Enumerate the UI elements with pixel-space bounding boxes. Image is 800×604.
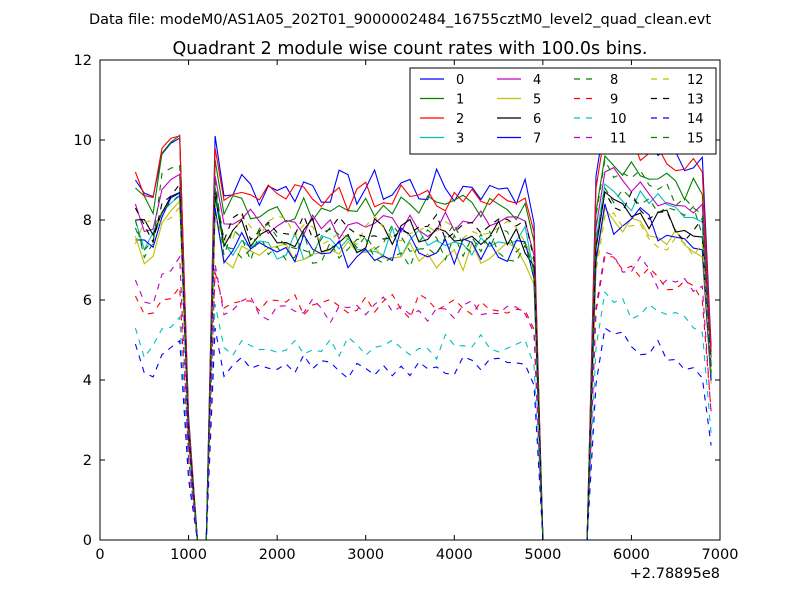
legend-label-8: 8	[610, 73, 618, 88]
series-line-4	[134, 166, 712, 540]
y-tick-label: 12	[74, 53, 92, 69]
legend-label-11: 11	[610, 132, 627, 147]
y-tick-label: 2	[83, 453, 92, 469]
legend-label-4: 4	[533, 73, 541, 88]
x-tick-label: 3000	[347, 547, 384, 563]
series-line-7	[135, 191, 712, 540]
chart-suptitle: Data file: modeM0/AS1A05_202T01_90000024…	[89, 12, 711, 28]
y-tick-label: 4	[83, 373, 92, 389]
y-tick-label: 10	[74, 133, 92, 149]
x-offset-label: +2.78895e8	[630, 566, 720, 582]
legend-label-1: 1	[456, 93, 464, 108]
legend-label-14: 14	[687, 112, 704, 127]
legend-label-5: 5	[533, 93, 541, 108]
legend-label-2: 2	[456, 112, 464, 127]
legend-label-3: 3	[456, 132, 464, 147]
legend-label-6: 6	[533, 112, 541, 127]
legend-label-12: 12	[687, 73, 704, 88]
x-tick-label: 2000	[259, 547, 296, 563]
series-line-14	[134, 327, 712, 540]
x-tick-label: 1000	[170, 547, 207, 563]
series-line-8	[134, 186, 712, 540]
y-tick-label: 0	[83, 533, 92, 549]
legend-label-7: 7	[533, 132, 541, 147]
legend-label-10: 10	[610, 112, 627, 127]
legend-label-0: 0	[456, 73, 464, 88]
x-tick-label: 5000	[524, 547, 561, 563]
x-tick-label: 0	[95, 547, 104, 563]
series-line-5	[134, 199, 712, 540]
plot-area: 0 1000 2000 3000 4000 5000 6000 7000024681012+2…	[74, 53, 739, 582]
series-line-12	[134, 205, 712, 540]
legend-label-13: 13	[687, 93, 704, 108]
chart-title: Quadrant 2 module wise count rates with …	[173, 39, 648, 59]
series-line-15	[134, 158, 712, 540]
legend-label-15: 15	[687, 132, 704, 147]
y-tick-label: 6	[83, 293, 92, 309]
y-tick-label: 8	[83, 213, 92, 229]
series-line-13	[134, 182, 712, 540]
x-tick-label: 7000	[702, 547, 739, 563]
series-line-1	[135, 134, 712, 540]
legend-box	[409, 67, 717, 155]
legend-label-9: 9	[610, 93, 618, 108]
series-line-10	[134, 290, 712, 540]
x-tick-label: 6000	[613, 547, 650, 563]
x-tick-label: 4000	[436, 547, 473, 563]
